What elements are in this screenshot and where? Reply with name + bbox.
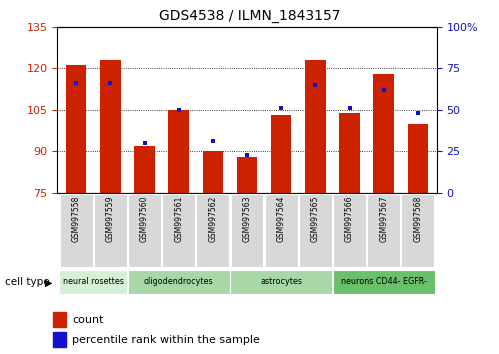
Bar (333, 194, 366, 267)
Bar (53, 332, 66, 347)
Bar (169, 110, 189, 193)
Text: cell type: cell type (5, 278, 49, 287)
Bar (128, 270, 230, 294)
Text: GSM997560: GSM997560 (140, 195, 149, 242)
Text: GSM997559: GSM997559 (106, 195, 115, 242)
Text: count: count (72, 315, 104, 325)
Text: GSM997561: GSM997561 (174, 195, 183, 241)
Text: GSM997566: GSM997566 (345, 195, 354, 242)
Bar (373, 74, 394, 193)
Bar (59, 270, 127, 294)
Text: GDS4538 / ILMN_1843157: GDS4538 / ILMN_1843157 (159, 9, 340, 23)
Text: percentile rank within the sample: percentile rank within the sample (72, 335, 260, 345)
Bar (203, 152, 223, 193)
Bar (162, 194, 195, 267)
Bar (401, 194, 434, 267)
Bar (305, 60, 325, 193)
Bar (333, 270, 435, 294)
Text: GSM997565: GSM997565 (311, 195, 320, 242)
Bar (299, 194, 332, 267)
Bar (128, 194, 161, 267)
Bar (100, 60, 121, 193)
Bar (94, 194, 127, 267)
Bar (231, 194, 263, 267)
Bar (60, 194, 93, 267)
Bar (265, 194, 297, 267)
Text: GSM997558: GSM997558 (72, 195, 81, 241)
Text: GSM997568: GSM997568 (413, 195, 422, 241)
Text: ▶: ▶ (45, 278, 52, 287)
Text: oligodendrocytes: oligodendrocytes (144, 277, 214, 286)
Bar (53, 312, 66, 327)
Text: GSM997563: GSM997563 (243, 195, 251, 242)
Text: neurons CD44- EGFR-: neurons CD44- EGFR- (341, 277, 427, 286)
Bar (367, 194, 400, 267)
Bar (408, 124, 428, 193)
Text: GSM997562: GSM997562 (209, 195, 218, 241)
Bar (339, 113, 360, 193)
Bar (230, 270, 332, 294)
Bar (237, 157, 257, 193)
Bar (66, 65, 86, 193)
Bar (134, 146, 155, 193)
Bar (197, 194, 229, 267)
Text: astrocytes: astrocytes (260, 277, 302, 286)
Text: GSM997567: GSM997567 (379, 195, 388, 242)
Bar (271, 115, 291, 193)
Text: neural rosettes: neural rosettes (63, 277, 124, 286)
Text: GSM997564: GSM997564 (276, 195, 285, 242)
